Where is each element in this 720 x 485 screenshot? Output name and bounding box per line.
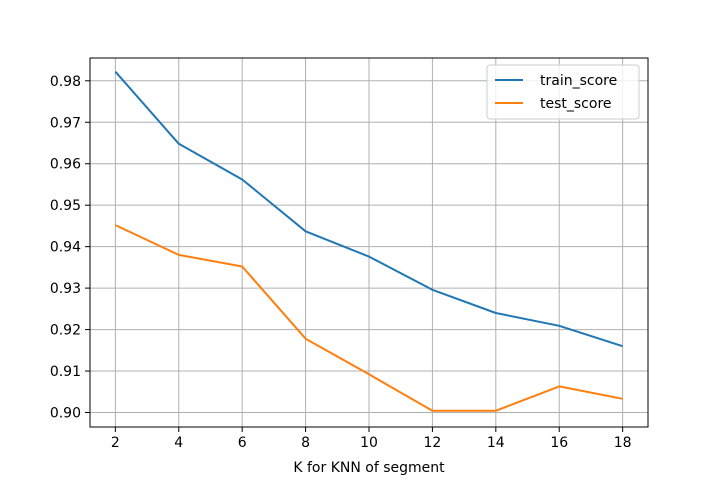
x-tick-label: 14: [487, 435, 505, 451]
x-tick-label: 2: [111, 435, 120, 451]
series-lines: [114, 71, 623, 412]
series-line-test-score: [114, 224, 623, 412]
legend-label-test-score: test_score: [540, 96, 612, 112]
legend-label-train-score: train_score: [540, 73, 617, 89]
y-tick-label: 0.92: [50, 323, 81, 339]
x-tick-label: 6: [238, 435, 247, 451]
x-axis-label: K for KNN of segment: [293, 460, 445, 476]
axis-ticks: 2 4 6 8 10 12 14 16 18 0.90 0.91 0.92 0.93 0.94 0.95 0.…: [50, 74, 632, 451]
y-tick-label: 0.91: [50, 364, 81, 380]
x-tick-label: 8: [301, 435, 310, 451]
y-tick-label: 0.97: [50, 115, 81, 131]
legend: train_score test_score: [486, 64, 640, 120]
legend-box: [486, 64, 640, 120]
x-tick-label: 16: [550, 435, 568, 451]
y-tick-label: 0.98: [50, 74, 81, 90]
x-tick-label: 12: [423, 435, 441, 451]
x-tick-label: 4: [174, 435, 183, 451]
y-tick-label: 0.90: [50, 405, 81, 421]
x-tick-label: 18: [614, 435, 632, 451]
x-tick-label: 10: [360, 435, 378, 451]
y-tick-label: 0.94: [50, 240, 81, 256]
y-tick-label: 0.95: [50, 198, 81, 214]
y-tick-label: 0.93: [50, 281, 81, 297]
y-tick-label: 0.96: [50, 157, 81, 173]
grid: [90, 58, 648, 427]
series-line-train-score: [114, 71, 623, 348]
